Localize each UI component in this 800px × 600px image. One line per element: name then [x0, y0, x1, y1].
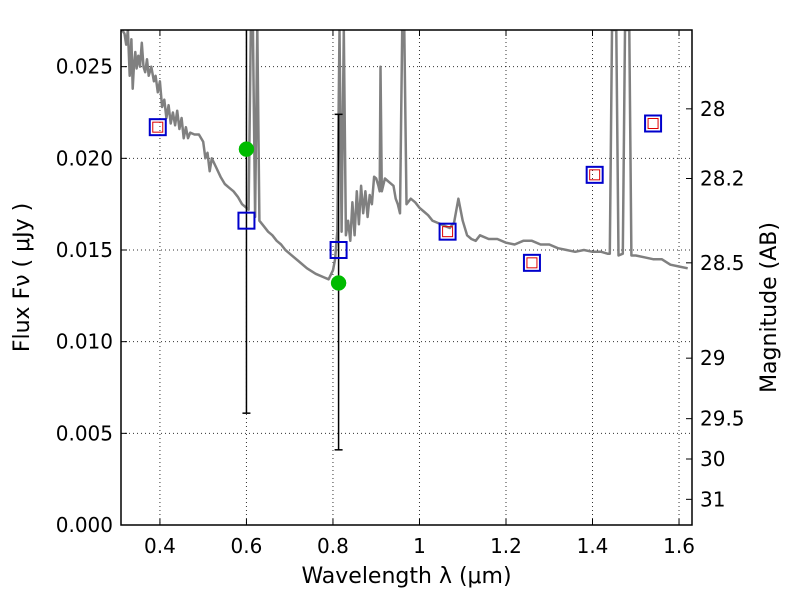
model-photometry-inner-square [647, 118, 659, 129]
model-photometry-square [148, 118, 167, 137]
model-photometry-square [585, 165, 604, 184]
x-tick-label: 0.8 [317, 534, 349, 558]
y-axis-label: Flux Fν ( μJy ) [10, 203, 35, 352]
model-photometry-square [237, 211, 256, 230]
y2-tick-label: 30 [700, 447, 725, 471]
model-photometry-square [644, 114, 663, 133]
plot-frame [120, 29, 693, 526]
x-tick-label: 0.6 [231, 534, 263, 558]
ticks-layer: 0.4 0.6 0.8 1 1.2 1.4 1.6 0.000 0.005 0.010 0.015 0… [56, 30, 745, 558]
model-photometry-square [329, 241, 348, 259]
observed-photometry-point [238, 141, 255, 157]
x-tick-label: 1.2 [490, 534, 522, 558]
model-photometry-inner-square [152, 121, 164, 133]
x-axis-label: Wavelength λ (μm) [301, 564, 511, 589]
x-tick-label: 1.6 [663, 534, 695, 558]
plot-area [121, 30, 688, 281]
model-photometry-square [522, 253, 541, 272]
y2-tick-label: 29.5 [700, 407, 745, 431]
y-tick-label: 0.010 [56, 330, 113, 354]
y-tick-label: 0.005 [56, 421, 113, 445]
x-tick-label: 1 [413, 534, 426, 558]
y2-tick-label: 29 [700, 346, 725, 370]
y2-tick-label: 31 [700, 487, 725, 511]
x-tick-label: 0.4 [144, 534, 176, 558]
y-tick-label: 0.025 [56, 55, 113, 79]
model-photometry-inner-square [526, 257, 538, 269]
y2-axis-label: Magnitude (AB) [757, 222, 782, 393]
model-photometry-square [438, 222, 457, 241]
observed-photometry-point [330, 275, 347, 291]
spectrum-line [121, 30, 688, 281]
marks-layer [148, 30, 663, 451]
grid-layer [121, 30, 692, 525]
model-photometry-inner-square [589, 169, 601, 181]
y-tick-label: 0.015 [56, 238, 113, 262]
y2-tick-label: 28.5 [700, 251, 745, 275]
x-tick-label: 1.4 [577, 534, 609, 558]
y2-tick-label: 28.2 [700, 167, 745, 191]
y-tick-label: 0.020 [56, 146, 113, 170]
y2-tick-label: 28 [700, 97, 725, 121]
model-photometry-inner-square [442, 226, 454, 238]
y-tick-label: 0.000 [56, 513, 113, 537]
